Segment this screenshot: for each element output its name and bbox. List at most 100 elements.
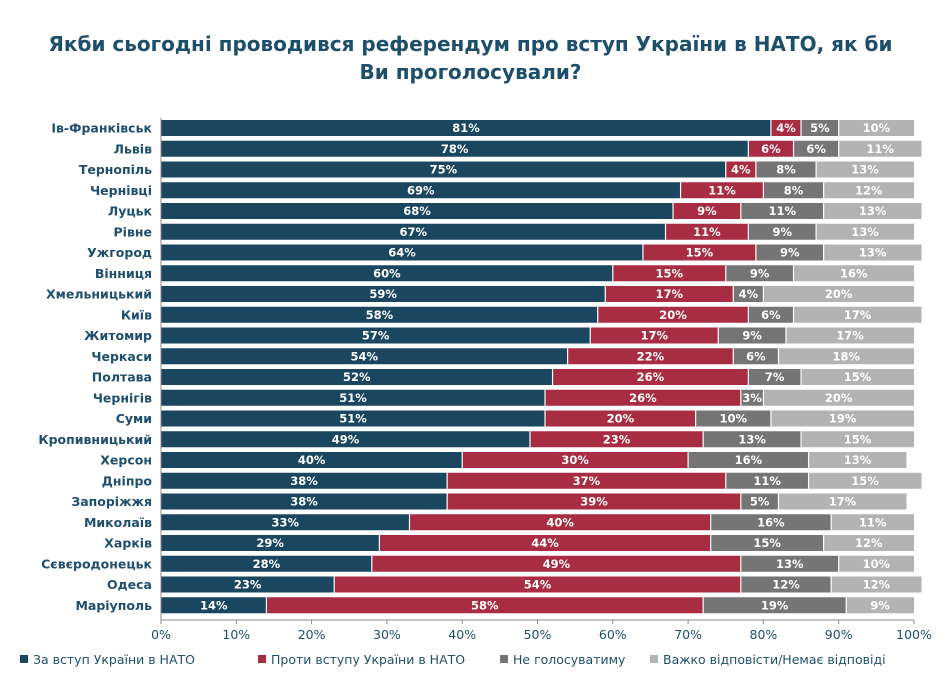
- x-tick-label: 80%: [750, 627, 778, 642]
- x-tick-label: 60%: [599, 627, 627, 642]
- legend-label: Важко відповісти/Немає відповіді: [663, 652, 886, 667]
- x-axis: 0% 10% 20% 30% 40% 50% 60% 70% 80% 90% 100%: [151, 118, 932, 642]
- data-label: 4%: [731, 163, 751, 177]
- data-label: 57%: [362, 329, 390, 343]
- category-label: Херсон: [100, 453, 152, 468]
- bar-segment: [725, 161, 756, 178]
- data-label: 30%: [561, 453, 589, 467]
- bar-segment: [161, 161, 726, 178]
- bar-segment: [793, 265, 914, 282]
- category-label: Рівне: [114, 224, 152, 239]
- bar-segment: [161, 286, 606, 302]
- data-label: 17%: [829, 495, 857, 509]
- data-label: 13%: [859, 246, 887, 260]
- bar-row: Рівне 67% 11% 9% 13%: [114, 223, 914, 240]
- bar-segment: [748, 223, 817, 240]
- category-label: Житомир: [84, 328, 152, 343]
- bar-segment: [161, 223, 666, 240]
- bar-segment: [161, 369, 553, 385]
- bar-row: Сєвєродонецьк 28% 49% 13% 10%: [41, 555, 914, 572]
- data-label: 6%: [806, 142, 826, 156]
- data-label: 67%: [399, 225, 427, 239]
- bar-row: Харків 29% 44% 15% 12%: [104, 535, 914, 551]
- category-label: Суми: [116, 411, 152, 426]
- bar-segment: [529, 431, 704, 448]
- data-label: 54%: [524, 578, 552, 592]
- bar-segment: [673, 203, 741, 219]
- data-label: 26%: [629, 391, 657, 405]
- x-tick-label: 50%: [524, 627, 552, 642]
- data-label: 13%: [776, 557, 804, 571]
- bar-segment: [740, 493, 779, 510]
- data-label: 58%: [471, 598, 499, 612]
- data-label: 17%: [844, 308, 872, 322]
- data-label: 40%: [298, 453, 326, 467]
- bar-segment: [161, 120, 771, 136]
- bar-segment: [161, 535, 380, 551]
- bar-segment: [801, 369, 914, 385]
- category-label: Хмельницький: [46, 287, 152, 302]
- bar-segment: [793, 140, 839, 157]
- data-label: 51%: [339, 391, 367, 405]
- bar-row: Ужгород 64% 15% 9% 13%: [87, 244, 922, 261]
- bar-row: Черкаси 54% 22% 6% 18%: [91, 348, 914, 365]
- bar-segment: [740, 203, 824, 219]
- data-label: 12%: [855, 536, 883, 550]
- bar-segment: [447, 493, 741, 510]
- data-label: 15%: [844, 432, 872, 446]
- bar-segment: [161, 452, 463, 468]
- data-label: 68%: [403, 204, 431, 218]
- category-label: Тернопіль: [79, 162, 152, 177]
- bar-row: Хмельницький 59% 17% 4% 20%: [46, 286, 914, 302]
- bar-segment: [770, 120, 802, 136]
- bar-row: Херсон 40% 30% 16% 13%: [100, 452, 907, 468]
- x-tick-label: 100%: [896, 627, 932, 642]
- data-label: 11%: [859, 515, 887, 529]
- bar-segment: [161, 514, 410, 531]
- legend-swatch: [20, 655, 28, 663]
- data-label: 20%: [825, 391, 853, 405]
- bar-segment: [266, 597, 704, 614]
- bar-segment: [161, 389, 546, 406]
- x-tick-label: 10%: [222, 627, 250, 642]
- bar-row: Львів 78% 6% 6% 11%: [114, 140, 922, 157]
- category-label: Полтава: [92, 370, 152, 385]
- data-label: 15%: [656, 266, 684, 280]
- bar-row: Миколаїв 33% 40% 16% 11%: [84, 514, 914, 531]
- legend-item: За вступ України в НАТО: [20, 652, 195, 667]
- data-label: 13%: [738, 432, 766, 446]
- bar-segment: [462, 452, 689, 468]
- data-label: 16%: [757, 515, 785, 529]
- bar-segment: [710, 514, 832, 531]
- category-label: Чернігів: [93, 390, 152, 405]
- bar-segment: [831, 514, 914, 531]
- category-label: Черкаси: [91, 349, 152, 364]
- legend-item: Проти вступу України в НАТО: [258, 652, 465, 667]
- bar-row: Вінниця 60% 15% 9% 16%: [95, 265, 914, 282]
- data-label: 17%: [640, 329, 668, 343]
- bar-segment: [642, 244, 756, 261]
- data-label: 5%: [810, 121, 830, 135]
- data-label: 19%: [829, 412, 857, 426]
- bar-segment: [680, 182, 764, 199]
- bar-segment: [831, 576, 922, 593]
- data-label: 11%: [693, 225, 721, 239]
- bar-segment: [567, 348, 734, 365]
- bar-segment: [725, 472, 809, 489]
- bar-segment: [755, 161, 817, 178]
- bar-segment: [703, 597, 847, 614]
- category-label: Харків: [104, 536, 152, 551]
- bar-segment: [371, 555, 741, 572]
- data-label: 69%: [407, 183, 435, 197]
- data-label: 13%: [844, 453, 872, 467]
- bar-segment: [778, 348, 914, 365]
- bar-segment: [161, 555, 372, 572]
- category-label: Ужгород: [87, 245, 152, 260]
- data-label: 17%: [836, 329, 864, 343]
- data-label: 12%: [855, 183, 883, 197]
- legend-swatch: [650, 655, 658, 663]
- legend: За вступ України в НАТО Проти вступу Укра…: [20, 652, 886, 667]
- bar-segment: [447, 472, 726, 489]
- data-label: 4%: [776, 121, 796, 135]
- data-label: 9%: [772, 225, 792, 239]
